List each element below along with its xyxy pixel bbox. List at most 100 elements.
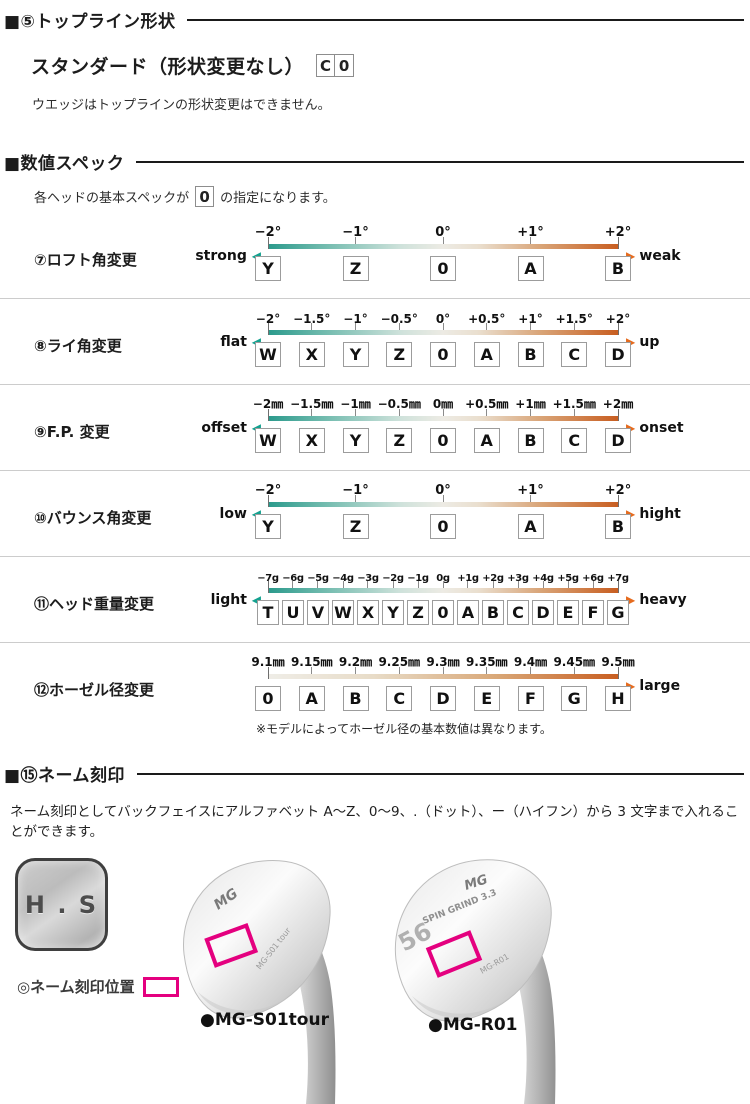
grade-letter-box: Y [382, 600, 404, 625]
scale-row-label: ⑩バウンス角変更 [34, 509, 152, 527]
tick-mark [398, 667, 400, 674]
tick-label: −6g [282, 573, 304, 584]
club-photo-mg-r01: MG SPIN GRIND 3.3 56 MG-R01 [394, 859, 556, 1104]
section-header-spec: ■数値スペック [4, 149, 744, 174]
tick-mark [355, 495, 356, 502]
tick-mark [442, 667, 444, 674]
section-header-topline: ■⑤トップライン形状 [4, 0, 744, 32]
club-engraving-area [425, 930, 483, 978]
grade-letter-box: G [607, 600, 629, 625]
tick-label: −3g [357, 573, 379, 584]
spec-intro: 各ヘッドの基本スペックが 0 の指定になります。 [34, 186, 750, 207]
grade-letter-box: G [561, 686, 588, 711]
scale-track: −2° −1.5° −1° −0.5° 0° +0.5° +1° +1.5° +2° W X Y Z 0 A… [255, 310, 631, 370]
grade-letter-box: B [517, 428, 544, 453]
tick-label: 9.15㎜ [290, 655, 333, 669]
scale-gradient-bar [267, 667, 619, 679]
tick-mark [442, 581, 444, 588]
tick-mark [617, 409, 619, 421]
scale-row-label: ⑫ホーゼル径変更 [34, 681, 155, 699]
scale-right-side: ▶ large [618, 654, 738, 694]
club-label-mg-r01: ●MG-R01 [428, 1015, 518, 1035]
tick-label: +2° [605, 312, 631, 326]
hosel-note: ※モデルによってホーゼル径の基本数値は異なります。 [256, 722, 552, 736]
scale-gradient-bar [267, 409, 619, 421]
scale-gradient-bar [267, 237, 619, 249]
grade-letter-box: W [255, 428, 281, 453]
tick-label: +1g [457, 573, 479, 584]
tick-label: −1.5° [293, 312, 331, 326]
grade-letter-box: 0 [430, 428, 456, 453]
tick-labels: −2㎜ −1.5㎜ −1㎜ −0.5㎜ 0㎜ +0.5㎜ +1㎜ +1.5㎜ +2㎜ [253, 396, 633, 413]
tick-label: 9.3㎜ [426, 655, 460, 669]
tick-mark [592, 581, 594, 588]
grade-letter-box: D [605, 342, 631, 367]
grade-letter-box: E [557, 600, 579, 625]
club-photo-mg-s01tour: MG MG-S01 tour [183, 860, 336, 1104]
tick-label: −2㎜ [252, 397, 284, 411]
tick-label: −2° [254, 483, 282, 498]
grade-letter-box: 0 [432, 600, 454, 625]
tick-label: +1㎜ [515, 397, 546, 411]
grade-letter-box: Z [386, 342, 413, 367]
tick-label: +1.5㎜ [552, 397, 596, 411]
tick-label: 0g [436, 573, 450, 584]
tick-mark [398, 323, 400, 330]
tick-label: 9.35㎜ [465, 655, 508, 669]
tick-label: +2° [604, 483, 632, 498]
tick-mark [617, 323, 619, 335]
grade-letter-box: 0 [430, 514, 456, 539]
tick-mark [617, 237, 619, 249]
scale-right-side: ▶ onset [618, 396, 738, 436]
code-box-c: C [316, 54, 336, 77]
tick-label: −4g [332, 573, 354, 584]
grade-letters: Y Z 0 A B [255, 514, 631, 542]
grade-letter-box: Y [342, 428, 369, 453]
engraving-gallery: H . S ◎ネーム刻印位置 MG MG-S01 tour ●MG-S01tou… [0, 852, 750, 1104]
tick-mark [617, 581, 619, 593]
scale-right-side: ▶ heavy [618, 568, 738, 608]
grade-letter-box: B [605, 256, 631, 281]
scale-right-side: ▶ up [618, 310, 738, 350]
scale-track: −2㎜ −1.5㎜ −1㎜ −0.5㎜ 0㎜ +0.5㎜ +1㎜ +1.5㎜ +2㎜ W X Y Z 0 A… [253, 396, 633, 456]
tick-mark [517, 581, 519, 588]
code-box-0: 0 [335, 54, 355, 77]
grade-letter-box: B [605, 514, 631, 539]
tick-mark [530, 323, 531, 330]
tick-label: 0° [435, 483, 451, 498]
grade-letter-box: X [298, 428, 325, 453]
grade-letter-box: A [473, 428, 500, 453]
grade-letter-box: V [307, 600, 329, 625]
tick-labels: −7g −6g −5g −4g −3g −2g −1g 0g +1g +2g +3g +4g +5g +6… [257, 568, 629, 585]
tick-label: 9.1㎜ [251, 655, 285, 669]
tick-label: 9.5㎜ [601, 655, 635, 669]
tick-mark [342, 581, 344, 588]
scale-left-label: strong [195, 248, 252, 264]
scale-left-label: offset [201, 420, 252, 436]
tick-mark [355, 237, 356, 244]
header-rule [137, 772, 744, 775]
club-logo-text: MG [463, 872, 490, 894]
tick-mark [530, 495, 531, 502]
engraving-position-label: ◎ネーム刻印位置 [17, 978, 135, 996]
tick-label: 9.25㎜ [378, 655, 421, 669]
scale-track: −2° −1° 0° +1° +2° Y Z 0 A B [255, 482, 631, 542]
grade-letter-box: D [532, 600, 554, 625]
tick-mark [267, 667, 269, 679]
tick-mark [355, 409, 356, 416]
tick-label: −5g [307, 573, 329, 584]
grade-letter-box: F [517, 686, 544, 711]
tick-label: +0.5° [468, 312, 506, 326]
tick-label: 9.45㎜ [553, 655, 596, 669]
engraving-position-marker [142, 976, 179, 997]
grade-letter-box: W [255, 342, 281, 367]
grade-letter-box: T [257, 600, 279, 625]
club-label-mg-s01tour: ●MG-S01tour [200, 1010, 329, 1030]
tick-mark [355, 667, 356, 674]
tick-label: 0° [435, 225, 451, 240]
tick-label: +0.5㎜ [465, 397, 509, 411]
